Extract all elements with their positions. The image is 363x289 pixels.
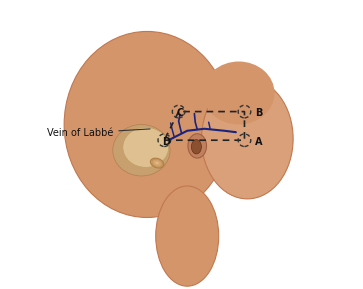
Text: C: C: [176, 108, 184, 118]
Text: B: B: [255, 108, 262, 118]
Text: Vein of Labbé: Vein of Labbé: [47, 128, 150, 138]
Ellipse shape: [64, 32, 230, 218]
Text: D: D: [162, 137, 170, 147]
Text: A: A: [255, 137, 262, 147]
Ellipse shape: [188, 134, 207, 158]
Ellipse shape: [203, 62, 274, 125]
Ellipse shape: [113, 125, 170, 176]
Ellipse shape: [156, 186, 219, 286]
Ellipse shape: [123, 127, 169, 167]
Ellipse shape: [201, 79, 293, 199]
Ellipse shape: [191, 140, 201, 154]
